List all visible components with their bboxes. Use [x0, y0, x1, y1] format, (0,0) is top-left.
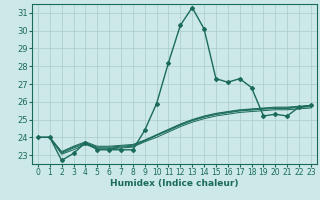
X-axis label: Humidex (Indice chaleur): Humidex (Indice chaleur) — [110, 179, 239, 188]
